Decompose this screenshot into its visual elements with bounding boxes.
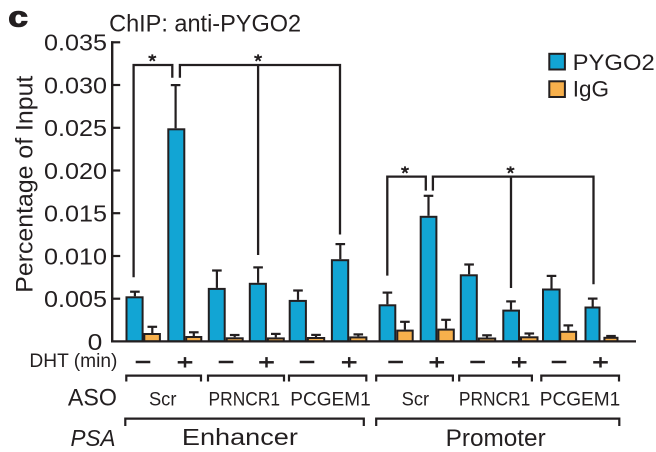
svg-text:PCGEM1: PCGEM1	[540, 389, 621, 411]
svg-text:PCGEM1: PCGEM1	[290, 389, 371, 411]
svg-text:0.005: 0.005	[44, 286, 107, 312]
svg-text:0.010: 0.010	[44, 243, 107, 269]
svg-text:PRNCR1: PRNCR1	[209, 389, 281, 411]
svg-text:0.020: 0.020	[44, 158, 107, 184]
svg-text:Scr: Scr	[149, 389, 177, 411]
svg-text:ChIP: anti-PYGO2: ChIP: anti-PYGO2	[109, 10, 301, 37]
svg-text:c: c	[8, 0, 28, 32]
svg-text:Scr: Scr	[402, 389, 430, 411]
svg-text:PSA: PSA	[71, 425, 116, 451]
svg-text:PYGO2: PYGO2	[573, 50, 655, 75]
svg-text:0.015: 0.015	[44, 201, 107, 227]
svg-text:PRNCR1: PRNCR1	[459, 389, 531, 411]
svg-text:Percentage of Input: Percentage of Input	[12, 75, 39, 292]
svg-text:0.030: 0.030	[44, 72, 107, 98]
svg-text:0.025: 0.025	[44, 115, 107, 141]
svg-text:0.035: 0.035	[44, 30, 107, 56]
svg-text:ASO: ASO	[68, 384, 117, 411]
svg-text:Promoter: Promoter	[446, 425, 546, 452]
svg-text:IgG: IgG	[573, 77, 609, 102]
svg-text:DHT (min): DHT (min)	[29, 351, 117, 372]
svg-text:0: 0	[88, 330, 103, 355]
svg-text:Enhancer: Enhancer	[182, 424, 298, 450]
